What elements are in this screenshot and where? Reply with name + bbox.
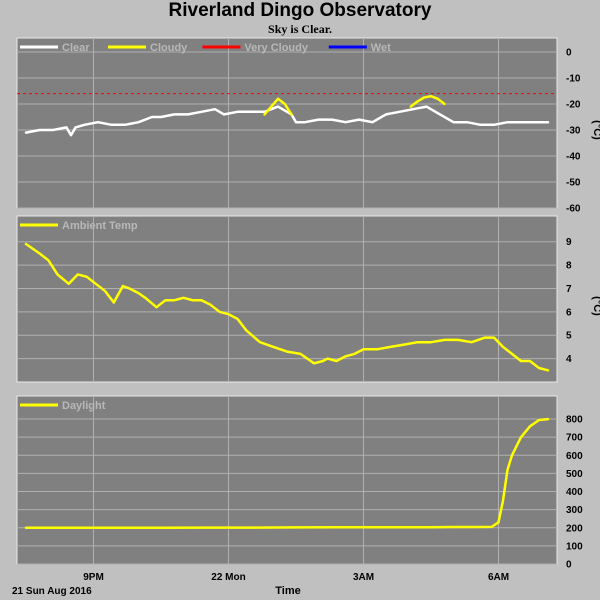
y-tick-label: -50 (566, 178, 581, 189)
y-tick-label: 0 (566, 560, 572, 571)
y-tick-label: -60 (566, 204, 581, 215)
x-axis-label: Time (275, 585, 300, 597)
series-line-cloudy (263, 97, 293, 116)
legend-label: Cloudy (150, 42, 188, 54)
plot-area (16, 395, 558, 565)
y-tick-label: 600 (566, 451, 583, 462)
y-tick-label: 4 (566, 354, 572, 365)
y-tick-label: -20 (566, 100, 581, 111)
y-tick-label: 0 (566, 48, 572, 59)
legend-label: Wet (371, 42, 391, 54)
y-tick-label: -30 (566, 126, 581, 137)
x-tick-label: 3AM (353, 572, 374, 583)
legend-label: Very Cloudy (244, 42, 308, 54)
y-tick-label: 200 (566, 523, 583, 534)
y-tick-label: -40 (566, 152, 581, 163)
y-tick-label: 800 (566, 415, 583, 426)
chart-panel-1: 0 -10 -20 -30 -40 -50 -60 (°C) Clear Cloudy Very C… (16, 37, 600, 215)
legend-label: Daylight (62, 400, 106, 412)
series-line-clear (24, 105, 550, 137)
y-tick-label: 100 (566, 541, 583, 552)
x-axis-date: 21 Sun Aug 2016 (12, 586, 92, 597)
y-axis-unit: (°C) (591, 120, 600, 140)
y-tick-label: 400 (566, 487, 583, 498)
series-line-cloudy (409, 94, 446, 108)
series-line-ambient-temp (24, 242, 550, 372)
y-tick-label: 6 (566, 307, 572, 318)
y-tick-label: -10 (566, 74, 581, 85)
chart-panel-3: 800 700 600 500 400 300 200 100 0 Daylight (16, 395, 583, 571)
y-tick-label: 500 (566, 469, 583, 480)
sky-status: Sky is Clear. (268, 22, 332, 36)
y-tick-label: 300 (566, 505, 583, 516)
y-tick-label: 7 (566, 284, 572, 295)
series-line-daylight (24, 417, 550, 530)
y-tick-label: 8 (566, 261, 572, 272)
y-tick-label: 700 (566, 433, 583, 444)
x-tick-label: 22 Mon (211, 572, 245, 583)
y-axis-unit: (°C) (591, 296, 600, 316)
x-tick-label: 6AM (488, 572, 509, 583)
chart-panel-2: 9 8 7 6 5 4 (°C) Ambient Temp (16, 215, 600, 383)
x-tick-label: 9PM (83, 572, 104, 583)
plot-area (16, 215, 558, 383)
y-tick-label: 5 (566, 331, 572, 342)
legend-label: Ambient Temp (62, 220, 138, 232)
legend-label: Clear (62, 42, 90, 54)
page-title: Riverland Dingo Observatory (168, 0, 432, 21)
y-tick-label: 9 (566, 237, 572, 248)
